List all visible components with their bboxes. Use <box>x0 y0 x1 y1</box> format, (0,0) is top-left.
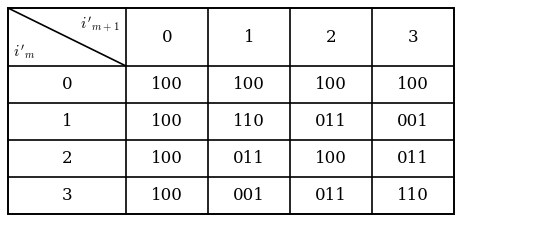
Text: $i'_{m+1}$: $i'_{m+1}$ <box>80 14 120 34</box>
Text: 001: 001 <box>233 187 265 204</box>
Text: 100: 100 <box>315 150 347 167</box>
Bar <box>8 8 454 214</box>
Text: 3: 3 <box>62 187 72 204</box>
Text: 100: 100 <box>151 187 183 204</box>
Text: 2: 2 <box>62 150 72 167</box>
Text: 100: 100 <box>151 150 183 167</box>
Text: 3: 3 <box>408 28 418 45</box>
Text: 100: 100 <box>151 76 183 93</box>
Text: 001: 001 <box>397 113 429 130</box>
Text: 011: 011 <box>397 150 429 167</box>
Text: $i'_m$: $i'_m$ <box>13 42 36 61</box>
Text: 100: 100 <box>397 76 429 93</box>
Text: 0: 0 <box>162 28 172 45</box>
Text: 1: 1 <box>62 113 72 130</box>
Text: 1: 1 <box>244 28 255 45</box>
Text: 110: 110 <box>397 187 429 204</box>
Text: 2: 2 <box>325 28 336 45</box>
Text: 100: 100 <box>233 76 265 93</box>
Text: 011: 011 <box>315 113 347 130</box>
Text: 100: 100 <box>151 113 183 130</box>
Text: 011: 011 <box>233 150 265 167</box>
Text: 0: 0 <box>62 76 72 93</box>
Text: 110: 110 <box>233 113 265 130</box>
Text: 100: 100 <box>315 76 347 93</box>
Text: 011: 011 <box>315 187 347 204</box>
